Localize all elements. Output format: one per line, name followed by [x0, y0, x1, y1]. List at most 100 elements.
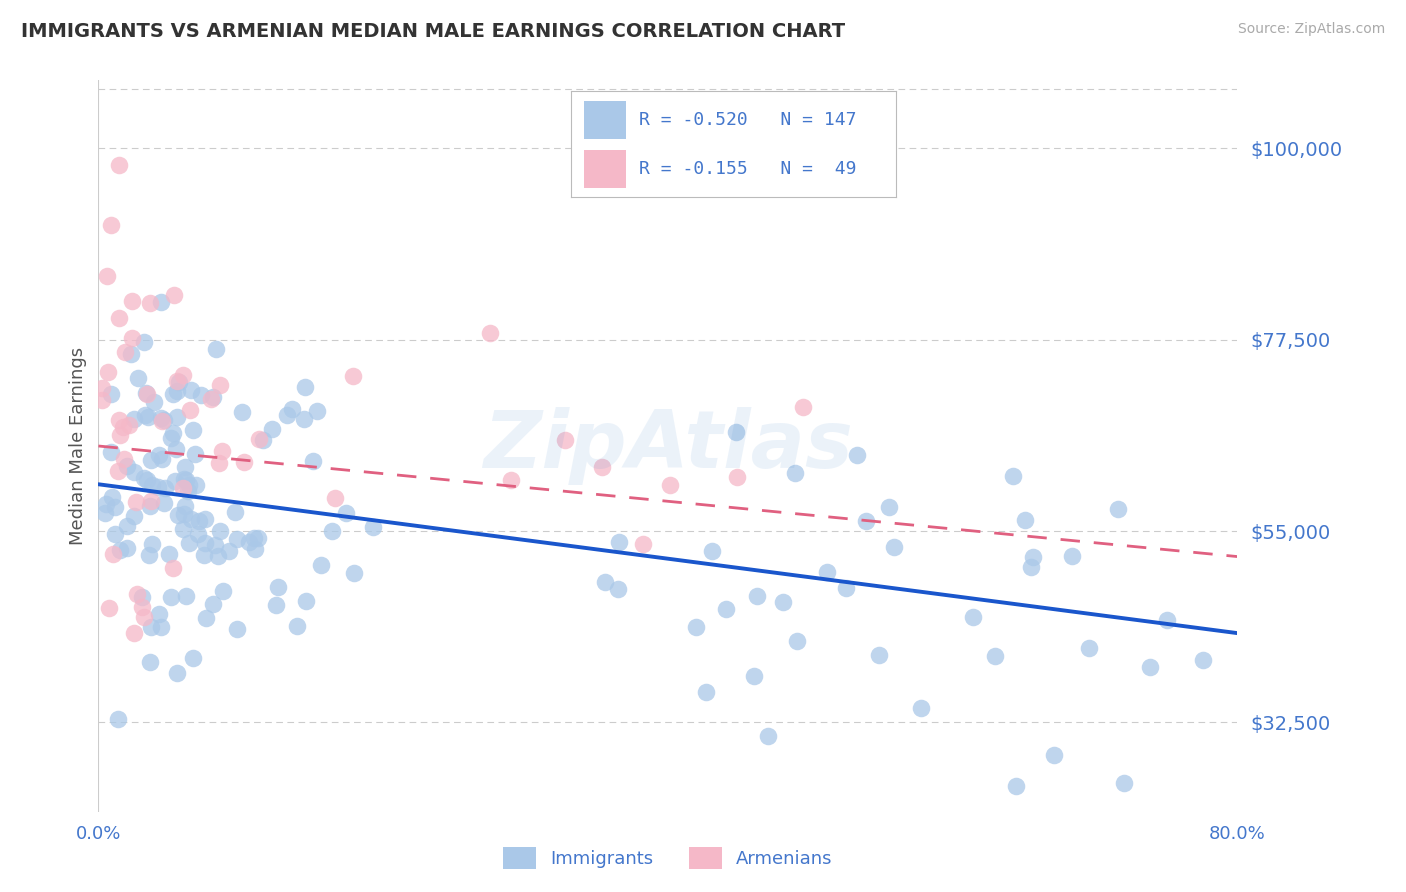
Point — [134, 408, 156, 422]
Point — [150, 414, 173, 428]
Point — [211, 443, 233, 458]
Point — [180, 383, 202, 397]
Point — [1139, 660, 1161, 674]
Point — [834, 581, 856, 595]
Point — [242, 531, 264, 545]
Point — [139, 296, 162, 310]
Point — [194, 536, 217, 550]
Point — [150, 411, 173, 425]
Point — [226, 533, 249, 547]
Point — [104, 500, 127, 514]
Point — [815, 566, 838, 580]
Point — [209, 378, 232, 392]
Point — [207, 457, 229, 471]
Point — [725, 425, 748, 439]
Point — [607, 535, 630, 549]
Point — [117, 459, 139, 474]
Point — [179, 403, 201, 417]
Point — [141, 620, 163, 634]
Point — [138, 548, 160, 562]
Point — [139, 655, 162, 669]
Point — [363, 519, 385, 533]
Point — [162, 561, 184, 575]
Point — [200, 392, 222, 406]
Point — [714, 602, 737, 616]
Point — [172, 482, 194, 496]
Point — [165, 474, 187, 488]
Point — [135, 386, 157, 401]
Point — [173, 499, 195, 513]
Point — [744, 669, 766, 683]
Point — [148, 607, 170, 622]
Point — [1062, 549, 1084, 564]
Point — [108, 311, 131, 326]
Point — [177, 478, 200, 492]
Point — [184, 477, 207, 491]
Point — [121, 331, 143, 345]
Point — [114, 345, 136, 359]
Point — [335, 506, 357, 520]
Point — [134, 334, 156, 349]
Y-axis label: Median Male Earnings: Median Male Earnings — [69, 347, 87, 545]
Point — [1156, 613, 1178, 627]
Point — [606, 582, 628, 597]
Point — [166, 410, 188, 425]
Point — [224, 505, 246, 519]
Point — [1014, 513, 1036, 527]
Point — [984, 648, 1007, 663]
Text: IMMIGRANTS VS ARMENIAN MEDIAN MALE EARNINGS CORRELATION CHART: IMMIGRANTS VS ARMENIAN MEDIAN MALE EARNI… — [21, 22, 845, 41]
Point — [153, 481, 176, 495]
Point — [122, 465, 145, 479]
Point — [772, 595, 794, 609]
Point — [136, 387, 159, 401]
Point — [153, 495, 176, 509]
Point — [218, 544, 240, 558]
Point — [877, 500, 900, 515]
Point — [501, 473, 523, 487]
Point — [107, 464, 129, 478]
Text: Source: ZipAtlas.com: Source: ZipAtlas.com — [1237, 22, 1385, 37]
Point — [149, 620, 172, 634]
Point — [1112, 776, 1135, 790]
Point — [1022, 549, 1045, 564]
Point — [162, 288, 184, 302]
Point — [100, 218, 122, 232]
Point — [745, 590, 768, 604]
Point — [100, 445, 122, 459]
Point — [173, 507, 195, 521]
Point — [173, 472, 195, 486]
Point — [1077, 640, 1099, 655]
Point — [323, 491, 346, 506]
Point — [141, 537, 163, 551]
Point — [177, 536, 200, 550]
Point — [554, 433, 576, 447]
Point — [166, 374, 188, 388]
Point — [868, 648, 890, 663]
Point — [231, 405, 253, 419]
Point — [855, 514, 877, 528]
Point — [134, 609, 156, 624]
Point — [792, 400, 814, 414]
Point — [1043, 747, 1066, 762]
Point — [139, 494, 162, 508]
Point — [962, 610, 984, 624]
Point — [103, 547, 125, 561]
Point — [233, 455, 256, 469]
Point — [153, 413, 176, 427]
Point — [167, 375, 190, 389]
Point — [104, 526, 127, 541]
Point — [266, 580, 288, 594]
Point — [294, 380, 316, 394]
Point — [302, 454, 325, 468]
Point — [139, 500, 162, 514]
Point — [321, 524, 343, 538]
Point — [162, 387, 184, 401]
Point — [127, 371, 149, 385]
Point — [131, 599, 153, 614]
Point — [207, 549, 229, 564]
Point — [659, 478, 682, 492]
Point — [107, 712, 129, 726]
Point — [134, 471, 156, 485]
Point — [342, 368, 364, 383]
Point — [94, 497, 117, 511]
